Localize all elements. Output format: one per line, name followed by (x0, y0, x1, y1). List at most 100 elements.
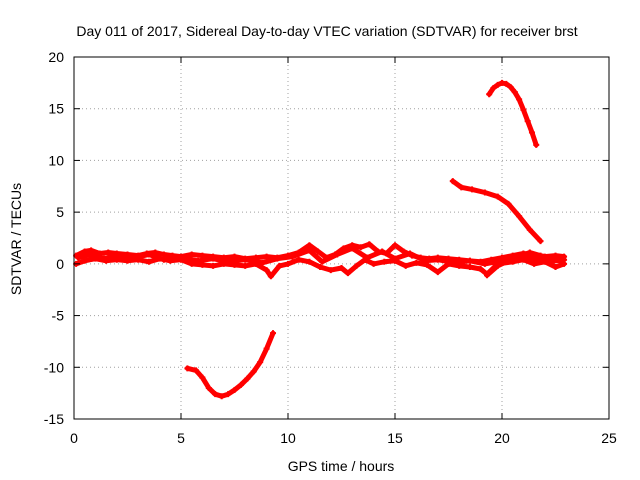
data-point (520, 106, 527, 113)
series-line (184, 330, 276, 399)
data-point (199, 252, 206, 259)
series-5 (449, 178, 544, 245)
data-point (486, 91, 493, 98)
data-point (113, 252, 120, 259)
data-point (421, 257, 428, 264)
data-point (449, 178, 456, 185)
data-point (531, 260, 538, 267)
data-point (306, 247, 313, 254)
data-point (381, 258, 388, 265)
data-point (434, 256, 441, 263)
data-point (195, 257, 202, 264)
data-point (317, 263, 324, 270)
data-point (242, 256, 249, 263)
x-tick-label: 15 (387, 430, 403, 446)
data-point (250, 368, 257, 375)
data-point (145, 251, 152, 258)
data-point (188, 251, 195, 258)
data-point (402, 262, 409, 269)
data-point (267, 273, 274, 280)
data-point (466, 257, 473, 264)
data-point (225, 258, 232, 265)
data-point (451, 259, 458, 266)
data-point (263, 267, 270, 274)
axes: 0 5 10 15 20 25 -15 -10 -5 0 5 10 15 20 (44, 49, 617, 446)
plot-frame (73, 56, 610, 420)
data-point (212, 391, 219, 398)
data-point (344, 270, 351, 277)
data-point (338, 264, 345, 271)
data-point (516, 213, 523, 220)
data-point (231, 387, 238, 394)
y-axis-label: SDTVAR / TECUs (8, 183, 24, 295)
data-point (75, 254, 82, 261)
data-point (100, 255, 107, 262)
x-tick-label: 0 (70, 430, 78, 446)
data-point (526, 249, 533, 256)
data-point (357, 244, 364, 251)
data-point (334, 251, 341, 258)
y-tick-label: -15 (44, 411, 64, 427)
x-tick-label: 20 (494, 430, 510, 446)
series-2 (75, 245, 568, 267)
data-point (295, 256, 302, 263)
data-point (237, 381, 244, 388)
data-point (218, 393, 225, 400)
data-point (364, 254, 371, 261)
data-point (477, 266, 484, 273)
grid (74, 57, 609, 419)
data-point (184, 365, 191, 372)
data-point (434, 269, 441, 276)
data-point (481, 260, 488, 267)
y-tick-label: 0 (56, 256, 64, 272)
data-point (366, 241, 373, 248)
data-point (392, 255, 398, 262)
data-point (314, 248, 321, 255)
data-point (531, 255, 538, 262)
x-tick-label: 25 (601, 430, 617, 446)
data-point (466, 263, 473, 270)
data-point (556, 257, 563, 264)
series-line (450, 178, 543, 244)
data-point (516, 96, 523, 103)
data-point (306, 242, 313, 249)
data-point (494, 81, 501, 88)
data-point (499, 79, 505, 86)
data-point (484, 272, 491, 279)
data-point (413, 259, 420, 266)
data-point (160, 251, 167, 258)
data-point (285, 260, 291, 267)
series-3 (184, 330, 277, 400)
data-point (516, 253, 523, 260)
data-point (526, 226, 533, 233)
data-point (494, 262, 501, 269)
data-point (505, 257, 512, 264)
data-point (160, 256, 167, 263)
data-point (548, 255, 555, 262)
data-point (145, 258, 152, 265)
data-point (505, 200, 512, 207)
data-point (406, 250, 413, 257)
data-point (370, 260, 377, 267)
data-point (552, 263, 559, 270)
x-tick-label: 10 (280, 430, 296, 446)
data-point (274, 255, 281, 262)
y-tick-label: 15 (48, 101, 64, 117)
data-point (533, 141, 540, 148)
data-point (259, 259, 266, 266)
y-tick-label: -5 (52, 308, 65, 324)
data-point (210, 255, 217, 262)
chart-title: Day 011 of 2017, Sidereal Day-to-day VTE… (76, 23, 577, 39)
series-6 (484, 249, 563, 279)
data-point (490, 85, 497, 92)
data-point (528, 129, 535, 136)
data-point (105, 249, 112, 256)
data-point (88, 251, 95, 258)
data-point (244, 375, 251, 382)
y-tick-label: 10 (48, 152, 64, 168)
data-point (511, 89, 518, 96)
data-point (270, 330, 277, 337)
data-point (494, 193, 501, 200)
data-point (263, 345, 270, 352)
data-point (507, 83, 514, 90)
